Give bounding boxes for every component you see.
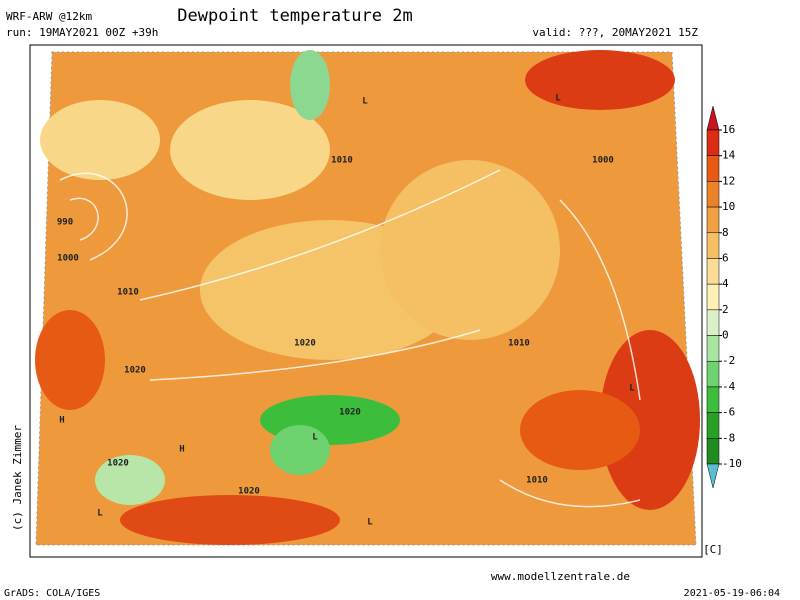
map-label: 1020 — [238, 487, 260, 497]
map-label: 1010 — [526, 476, 548, 486]
field — [290, 50, 330, 120]
colorbar-segment — [706, 438, 720, 465]
map-label: H — [59, 416, 64, 426]
map-label: L — [555, 94, 561, 104]
map-label: 1020 — [124, 366, 146, 376]
map-label: L — [312, 433, 318, 443]
field — [525, 50, 675, 110]
map-label: 1020 — [339, 408, 361, 418]
map-label: L — [362, 97, 368, 107]
colorbar-arrow — [706, 463, 720, 489]
colorbar-tick-label: -8 — [722, 431, 735, 444]
map-label: H — [179, 445, 184, 455]
map-label: 990 — [57, 218, 73, 228]
frame — [29, 44, 703, 558]
field — [520, 390, 640, 470]
colorbar-segment — [706, 155, 720, 182]
colorbar-segment — [706, 129, 720, 156]
colorbar-tick-label: 14 — [722, 149, 736, 162]
colorbar-tick-label: -6 — [722, 406, 735, 419]
colorbar-segment — [706, 412, 720, 439]
map-label: 1010 — [331, 156, 353, 166]
map-label: 1020 — [294, 339, 316, 349]
field — [170, 100, 330, 200]
map-label: 1000 — [592, 156, 614, 166]
colorbar-tick-label: 6 — [722, 251, 729, 264]
colorbar-segment — [706, 258, 720, 285]
map — [35, 50, 700, 546]
field — [380, 160, 560, 340]
colorbar-segment — [706, 360, 720, 388]
colorbar-tick-label: 2 — [722, 303, 729, 316]
field — [270, 425, 330, 475]
colorbar-tick-label: 12 — [722, 174, 735, 187]
colorbar-segment — [706, 206, 720, 234]
colorbar-segment — [706, 232, 720, 259]
isobar — [59, 169, 641, 508]
field — [600, 330, 700, 510]
title: Dewpoint temperature 2m — [177, 6, 412, 26]
colorbar-tick-label: 10 — [722, 200, 735, 213]
map-label: L — [629, 384, 635, 394]
colorbar-segment — [706, 309, 720, 336]
footer-right: 2021-05-19-06:04 — [684, 588, 780, 599]
map-label: L — [97, 509, 103, 519]
colorbar-segment — [706, 335, 720, 362]
model-label: WRF-ARW @12km — [6, 10, 92, 23]
url: www.modellzentrale.de — [491, 570, 630, 583]
colorbar-tick-label: 4 — [722, 277, 729, 290]
colorbar-segment — [706, 181, 720, 208]
copyright: (c) Janek Zimmer — [11, 425, 24, 531]
colorbar-segment — [706, 283, 720, 311]
field — [40, 100, 160, 180]
map-label: 1010 — [508, 339, 530, 349]
map-label: 1020 — [107, 459, 129, 469]
field — [120, 495, 340, 545]
run-label: run: 19MAY2021 00Z +39h — [6, 26, 158, 39]
map-label: 1000 — [57, 254, 79, 264]
field — [35, 310, 105, 410]
colorbar-tick-label: -10 — [722, 457, 742, 470]
colorbar-tick-label: 8 — [722, 226, 729, 239]
field — [95, 455, 165, 505]
valid-label: valid: ???, 20MAY2021 15Z — [532, 26, 698, 39]
footer-left: GrADS: COLA/IGES — [4, 588, 100, 599]
colorbar-tick-label: -4 — [722, 380, 736, 393]
map-label: L — [367, 518, 373, 528]
colorbar-unit: [C] — [703, 543, 723, 556]
colorbar-tick-label: 0 — [722, 329, 729, 342]
map-label: 1010 — [117, 288, 139, 298]
colorbar-tick-label: -2 — [722, 354, 735, 367]
colorbar-tick-label: 16 — [722, 123, 735, 136]
colorbar-segment — [706, 386, 720, 413]
